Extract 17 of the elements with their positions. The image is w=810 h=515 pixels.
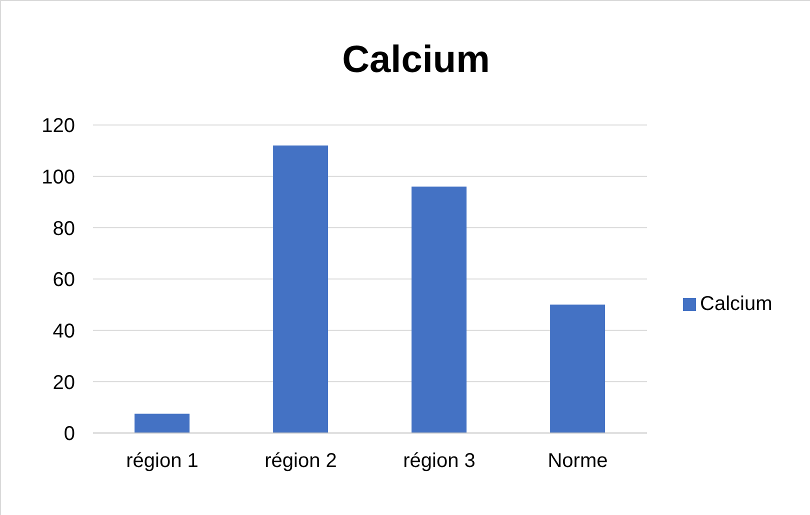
x-tick-label: Norme — [548, 450, 608, 472]
bar — [550, 304, 606, 433]
y-tick-label: 0 — [64, 423, 75, 446]
bar — [412, 186, 467, 433]
y-tick-label: 40 — [52, 320, 75, 342]
y-tick-label: 20 — [52, 372, 75, 394]
legend-label: Calcium — [700, 293, 772, 315]
y-tick-label: 80 — [52, 218, 75, 240]
bar — [134, 414, 190, 433]
x-tick-label: région 1 — [126, 450, 198, 472]
y-tick-label: 100 — [42, 166, 75, 188]
y-tick-label: 120 — [42, 115, 75, 138]
chart-title: Calcium — [341, 39, 491, 82]
y-tick-label: 60 — [52, 269, 75, 292]
x-tick-label: région 3 — [403, 450, 476, 472]
bar — [273, 146, 328, 433]
x-tick-label: région 2 — [264, 450, 337, 472]
